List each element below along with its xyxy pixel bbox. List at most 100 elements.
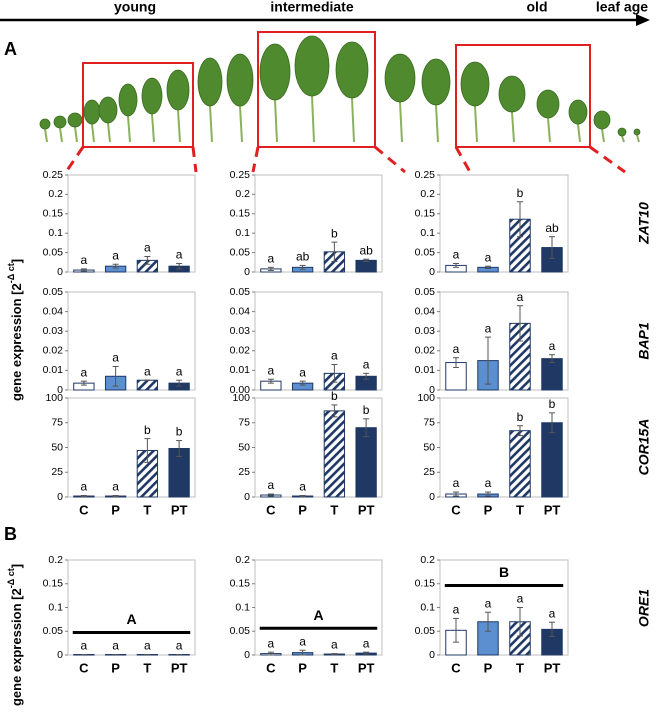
x-tick-label: P	[298, 502, 307, 517]
significance-letter: b	[331, 226, 338, 240]
y-tick-label: 100	[45, 392, 63, 404]
x-tick-label: PT	[171, 502, 188, 517]
y-tick-label: 0.1	[48, 227, 63, 239]
x-tick-label: P	[111, 660, 120, 675]
x-tick-label: PT	[544, 502, 561, 517]
bar	[323, 410, 346, 498]
significance-letter: a	[485, 250, 492, 264]
arrow-head	[636, 14, 650, 26]
significance-letter: ab	[545, 221, 559, 235]
leaf-stem	[601, 128, 605, 143]
leaf	[98, 96, 118, 124]
significance-letter: a	[112, 639, 119, 653]
leaf	[166, 69, 190, 111]
leaf-stem	[151, 113, 155, 143]
y-tick-label: 0.1	[235, 227, 250, 239]
bar	[541, 422, 563, 498]
x-tick-label: P	[298, 660, 307, 675]
leaf-stem	[239, 105, 243, 143]
plot-frame	[67, 174, 196, 273]
y-tick-label: 0.1	[48, 601, 63, 613]
y-label-base: gene expression [2	[9, 588, 24, 706]
leaf	[39, 118, 51, 130]
y-tick-label: 0	[57, 491, 63, 503]
significance-letter: a	[81, 639, 88, 653]
significance-letter: a	[176, 248, 183, 262]
significance-letter: a	[268, 636, 275, 650]
y-tick-label: 0.2	[235, 188, 250, 200]
panel-label: A	[4, 39, 17, 59]
bar	[355, 259, 377, 273]
y-label-close: ]	[9, 259, 24, 263]
leaf	[335, 41, 369, 99]
x-tick-label: C	[266, 660, 276, 675]
y-tick-label: 50	[423, 441, 435, 453]
leaf	[67, 112, 83, 128]
y-tick-label: 0.03	[230, 325, 251, 337]
y-label-exponent: -Δ ct	[6, 568, 16, 588]
leaf	[294, 35, 330, 97]
bar	[541, 358, 563, 391]
leaf	[259, 43, 291, 101]
significance-letter: b	[517, 410, 524, 424]
x-tick-label: PT	[358, 660, 375, 675]
y-tick-label: 0.03	[43, 325, 64, 337]
y-tick-label: 75	[51, 417, 63, 429]
bar	[355, 427, 377, 498]
y-tick-label: 0.05	[43, 286, 64, 298]
y-tick-label: 25	[423, 466, 435, 478]
stage-label: leaf age	[596, 0, 648, 15]
group-letter: B	[499, 564, 509, 580]
y-tick-label: 0.00	[230, 384, 251, 396]
x-tick-label: C	[451, 502, 461, 517]
significance-letter: a	[485, 476, 492, 490]
leaf-stem	[44, 128, 48, 143]
leaf-stem	[59, 127, 63, 143]
plot-frame	[254, 291, 383, 391]
y-tick-label: 0.25	[43, 169, 64, 181]
y-tick-label: 0.2	[48, 188, 63, 200]
gene-label: BAP1	[636, 322, 652, 360]
significance-letter: a	[176, 364, 183, 378]
group-letter: A	[126, 611, 136, 627]
y-tick-label: 0.2	[420, 188, 435, 200]
y-tick-label: 0.01	[43, 364, 64, 376]
leaf	[633, 128, 641, 136]
y-tick-label: 0.15	[415, 208, 436, 220]
leaf-row	[39, 35, 641, 143]
bar	[509, 430, 531, 498]
leaf	[53, 115, 67, 129]
significance-letter: a	[363, 636, 370, 650]
y-tick-label: 0	[57, 649, 63, 661]
plot-frame	[439, 174, 569, 273]
stage-label: young	[114, 0, 156, 15]
leaf-stem	[311, 95, 315, 143]
y-tick-label: 0.05	[43, 625, 64, 637]
significance-letter: b	[517, 186, 524, 200]
stage-label: old	[527, 0, 548, 15]
y-tick-label: 50	[238, 441, 250, 453]
y-tick-label: 0.25	[415, 169, 436, 181]
y-tick-label: 0.05	[230, 246, 251, 258]
leaf	[83, 99, 101, 125]
leaf-stem	[74, 126, 78, 143]
significance-letter: b	[176, 425, 183, 439]
group-letter: A	[313, 607, 323, 623]
leaf	[460, 61, 490, 107]
significance-letter: b	[549, 397, 556, 411]
y-tick-label: 0.1	[420, 601, 435, 613]
leaf	[498, 75, 526, 113]
stage-label: intermediate	[270, 0, 353, 15]
leaf-stem	[351, 97, 355, 143]
plot-frame	[254, 174, 383, 273]
y-label-exponent: -Δ ct	[6, 263, 16, 283]
leaf-stem	[274, 99, 278, 143]
leaf	[617, 127, 627, 137]
y-axis-label: gene expression [2-Δ ct]	[6, 564, 24, 706]
x-tick-label: PT	[544, 660, 561, 675]
y-tick-label: 0.02	[43, 345, 64, 357]
y-tick-label: 0	[244, 266, 250, 278]
significance-letter: a	[144, 364, 151, 378]
significance-letter: a	[331, 638, 338, 652]
x-tick-label: C	[79, 660, 89, 675]
